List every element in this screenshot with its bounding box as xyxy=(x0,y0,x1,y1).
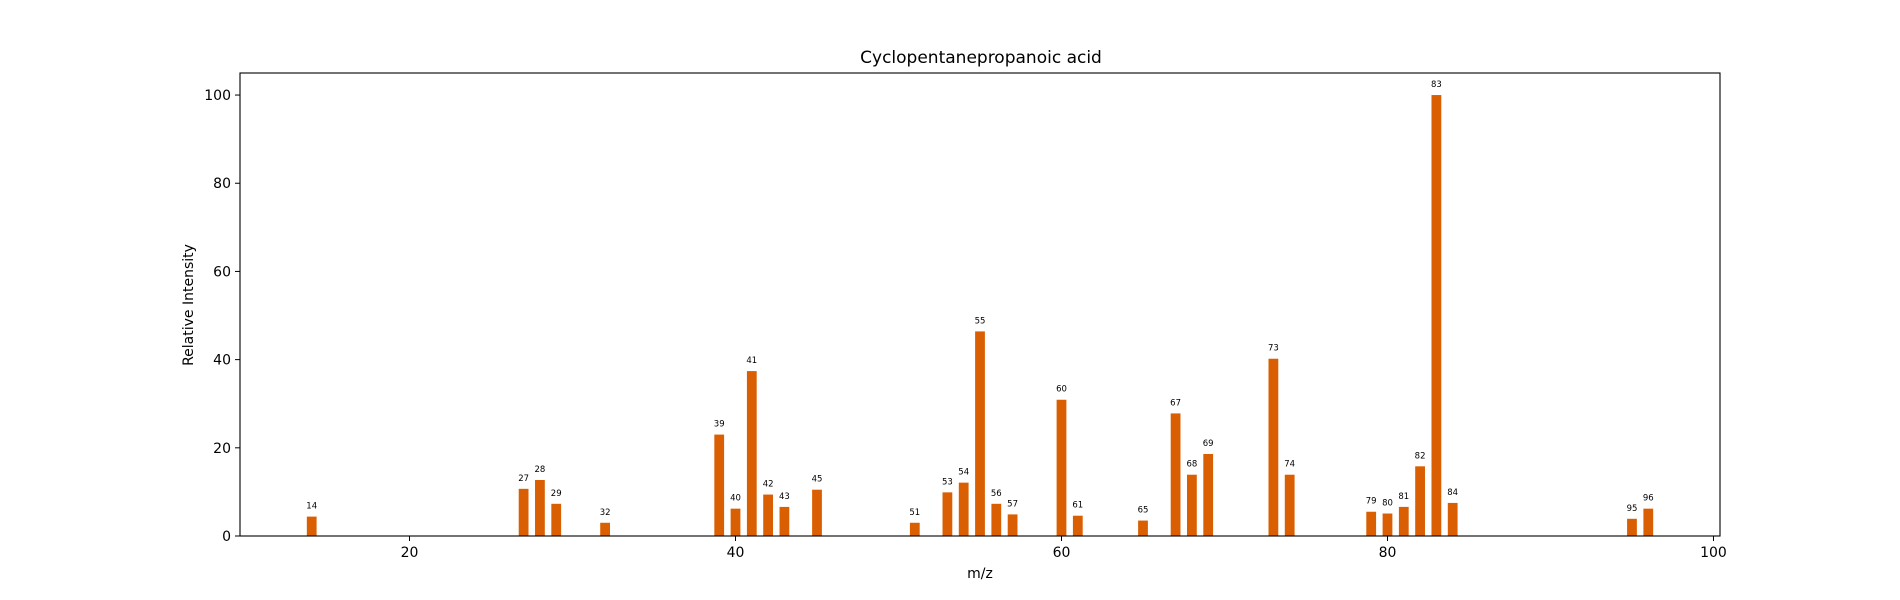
bar-label-mz-43: 43 xyxy=(779,492,790,502)
y-tick-label: 100 xyxy=(204,88,231,104)
plot-frame xyxy=(239,72,1721,537)
bar-label-mz-61: 61 xyxy=(1072,501,1083,511)
bar-mz-29 xyxy=(551,503,562,536)
bar-mz-39 xyxy=(714,434,725,536)
x-tick-label: 60 xyxy=(1053,545,1071,561)
bar-label-mz-40: 40 xyxy=(730,494,741,504)
y-axis-ticks: 0 20 40 60 80 100 xyxy=(204,88,240,545)
bar-mz-45 xyxy=(812,489,822,536)
bar-mz-79 xyxy=(1366,511,1377,536)
bar-label-mz-96: 96 xyxy=(1643,494,1654,504)
bar-mz-42 xyxy=(763,494,773,536)
bar-mz-27 xyxy=(518,488,529,536)
bar-mz-68 xyxy=(1187,474,1197,536)
bar-mz-80 xyxy=(1382,513,1393,536)
bar-label-mz-67: 67 xyxy=(1170,398,1181,408)
bar-label-mz-54: 54 xyxy=(958,468,969,478)
x-axis-label: m/z xyxy=(967,566,993,582)
bar-label-mz-79: 79 xyxy=(1366,497,1377,507)
bar-label-mz-14: 14 xyxy=(306,502,317,512)
bars-group xyxy=(306,95,1654,537)
bar-mz-14 xyxy=(306,516,317,536)
bar-mz-28 xyxy=(535,479,545,536)
bar-label-mz-41: 41 xyxy=(746,356,757,366)
bar-label-mz-53: 53 xyxy=(942,477,953,487)
chart-title: Cyclopentanepropanoic acid xyxy=(860,48,1102,68)
bar-label-mz-28: 28 xyxy=(534,465,545,475)
bar-label-mz-32: 32 xyxy=(600,508,611,518)
bar-label-mz-29: 29 xyxy=(551,489,562,499)
bar-mz-84 xyxy=(1447,502,1458,536)
bar-label-mz-83: 83 xyxy=(1431,80,1442,90)
bar-label-mz-42: 42 xyxy=(763,480,774,490)
bar-mz-74 xyxy=(1284,474,1295,536)
bar-labels-group: 14 27 28 29 32 39 40 41 42 43 45 51 53 54 55 56 57 60 61 65… xyxy=(306,80,1653,518)
bar-label-mz-39: 39 xyxy=(714,420,725,430)
y-axis-label: Relative Intensity xyxy=(181,244,197,366)
y-tick-label: 60 xyxy=(213,264,231,280)
x-tick-label: 80 xyxy=(1379,545,1397,561)
bar-label-mz-74: 74 xyxy=(1284,460,1295,470)
bar-mz-32 xyxy=(600,522,610,536)
y-tick-label: 20 xyxy=(213,441,231,457)
bar-label-mz-73: 73 xyxy=(1268,344,1279,354)
bar-mz-40 xyxy=(730,508,741,536)
bar-mz-73 xyxy=(1268,358,1279,536)
bar-mz-51 xyxy=(909,522,920,536)
bar-mz-61 xyxy=(1072,515,1083,536)
bar-label-mz-55: 55 xyxy=(975,316,986,326)
bar-mz-83 xyxy=(1431,95,1442,537)
bar-label-mz-95: 95 xyxy=(1627,504,1638,514)
bar-label-mz-84: 84 xyxy=(1447,488,1458,498)
bar-mz-82 xyxy=(1415,466,1425,536)
bar-label-mz-57: 57 xyxy=(1007,499,1018,509)
bar-mz-69 xyxy=(1203,453,1214,536)
bar-mz-67 xyxy=(1170,413,1181,536)
bar-label-mz-69: 69 xyxy=(1203,439,1214,449)
bar-mz-65 xyxy=(1138,520,1148,536)
bar-label-mz-45: 45 xyxy=(812,475,823,485)
bar-mz-81 xyxy=(1398,506,1409,536)
bar-mz-96 xyxy=(1643,508,1654,536)
bar-label-mz-51: 51 xyxy=(909,508,920,518)
bar-label-mz-60: 60 xyxy=(1056,385,1067,395)
y-tick-label: 80 xyxy=(213,176,231,192)
bar-mz-95 xyxy=(1627,518,1637,536)
bar-label-mz-27: 27 xyxy=(518,474,529,484)
y-tick-label: 40 xyxy=(213,353,231,369)
bar-mz-55 xyxy=(975,331,985,536)
bar-mz-54 xyxy=(958,482,969,536)
bar-mz-41 xyxy=(746,371,757,536)
x-tick-label: 100 xyxy=(1700,545,1727,561)
bar-label-mz-81: 81 xyxy=(1398,492,1409,502)
x-tick-label: 40 xyxy=(727,545,745,561)
y-tick-label: 0 xyxy=(222,529,231,545)
x-axis-ticks: 20 40 60 80 100 xyxy=(401,536,1727,561)
x-tick-label: 20 xyxy=(401,545,419,561)
bar-mz-57 xyxy=(1007,514,1018,536)
bar-label-mz-80: 80 xyxy=(1382,499,1393,509)
bar-mz-60 xyxy=(1056,399,1067,536)
bar-label-mz-65: 65 xyxy=(1138,506,1149,516)
bar-label-mz-82: 82 xyxy=(1415,451,1426,461)
bar-mz-43 xyxy=(779,506,790,536)
bar-label-mz-56: 56 xyxy=(991,489,1002,499)
bar-label-mz-68: 68 xyxy=(1186,460,1197,470)
bar-mz-56 xyxy=(991,503,1002,536)
bar-mz-53 xyxy=(942,492,953,536)
